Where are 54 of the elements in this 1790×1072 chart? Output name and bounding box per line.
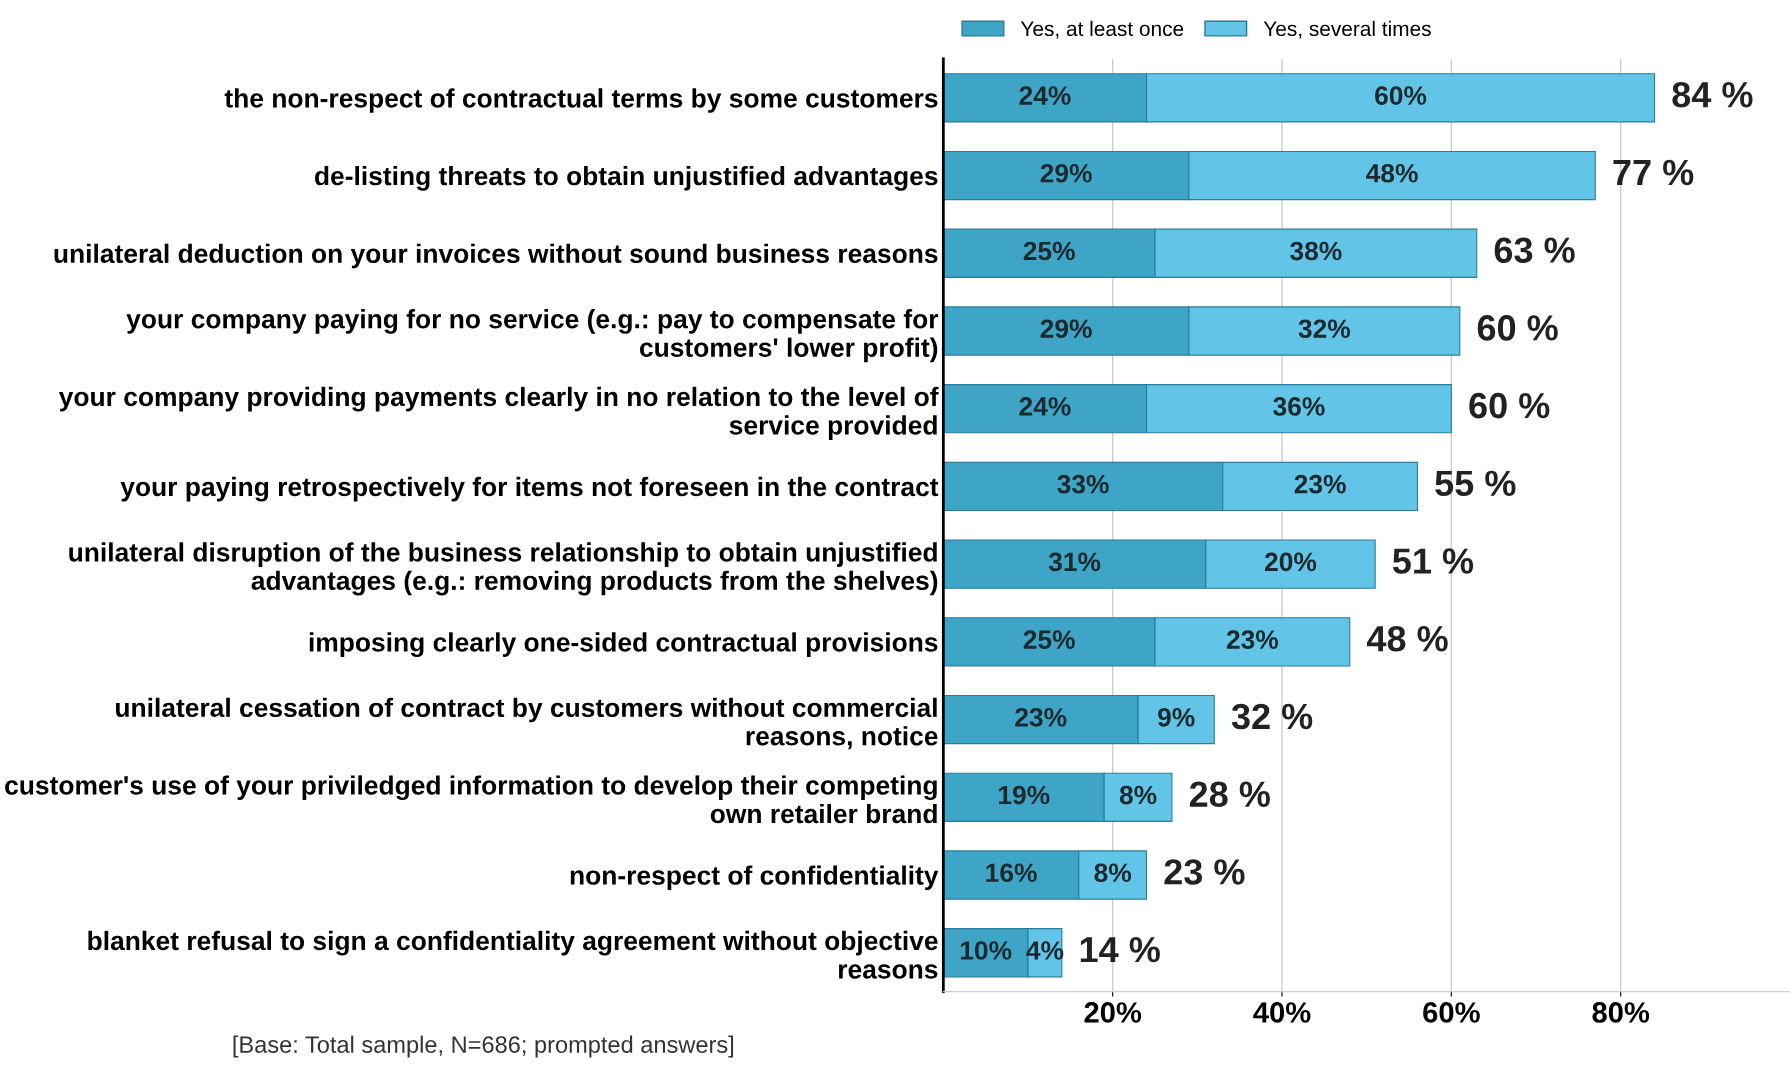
total-label: 63 % — [1494, 237, 1575, 263]
total-label: 55 % — [1435, 470, 1516, 497]
data-label: 25% — [1023, 241, 1075, 261]
y-tick-label: de-listing threats to obtain unjustified advantages — [315, 165, 938, 191]
y-tick-label: blanket refusal to sign a confidentiality agreement without objective reasons — [88, 930, 938, 979]
x-tick-label: 20% — [1084, 1002, 1142, 1023]
total-label: 60 % — [1469, 392, 1550, 419]
data-label: 23% — [1294, 474, 1346, 494]
y-tick-label: non-respect of confidentiality — [570, 865, 939, 891]
data-label: 23% — [1226, 630, 1279, 649]
data-label: 8% — [1094, 863, 1132, 883]
x-tick-label: 40% — [1253, 1002, 1311, 1023]
total-label: 48 % — [1366, 625, 1448, 652]
legend-label: Yes, at least once — [1020, 20, 1184, 39]
x-tick-label: 60% — [1423, 1002, 1480, 1023]
text: [Base: Total sample, N=686; prompted answers] — [233, 1035, 734, 1058]
y-tick-label: your company paying for no service (e.g.: pay to compensate for customers' lower profit) — [126, 309, 939, 363]
data-label: 24% — [1019, 86, 1071, 105]
total-label: 32 % — [1231, 703, 1313, 730]
data-label: 60% — [1375, 86, 1427, 105]
total-label: 77 % — [1613, 159, 1694, 186]
total-label: 14 % — [1080, 936, 1160, 963]
y-tick-label: unilateral disruption of the business relationship to obtain unjustified advantages (e.g.: removing products from the shelves) — [69, 542, 938, 596]
data-label: 48% — [1366, 163, 1418, 183]
total-label: 23 % — [1164, 859, 1245, 885]
total-label: 60 % — [1477, 315, 1558, 341]
data-label: 19% — [999, 785, 1050, 805]
y-tick-label: imposing clearly one-sided contractual provisions — [309, 632, 938, 658]
data-label: 32% — [1298, 319, 1351, 339]
data-label: 36% — [1273, 397, 1325, 416]
data-label: 10% — [960, 941, 1012, 960]
total-label: 51 % — [1392, 548, 1474, 574]
data-label: 38% — [1290, 241, 1342, 261]
y-tick-label: your company providing payments clearly in no relation to the level of service provided — [58, 386, 939, 440]
data-label: 9% — [1158, 707, 1195, 727]
x-tick-label: 80% — [1592, 1002, 1650, 1023]
total-label: 84 % — [1672, 81, 1753, 108]
data-label: 29% — [1040, 163, 1092, 183]
data-label: 33% — [1057, 474, 1109, 494]
legend-label: Yes, several times — [1263, 20, 1431, 39]
y-tick-label: the non-respect of contractual terms by some customers — [224, 88, 938, 113]
data-label: 31% — [1048, 552, 1101, 572]
data-label: 23% — [1015, 707, 1067, 727]
y-tick-label: your paying retrospectively for items not foreseen in the contract — [120, 476, 939, 502]
data-label: 16% — [986, 863, 1037, 883]
total-label: 28 % — [1189, 781, 1270, 807]
data-label: 29% — [1040, 319, 1092, 339]
data-label: 24% — [1019, 397, 1071, 416]
y-tick-label: unilateral cessation of contract by customers without commercial reasons, notice — [116, 697, 938, 750]
data-label: 20% — [1264, 552, 1317, 572]
y-tick-label: customer's use of your priviledged information to develop their competing own retailer brand — [5, 775, 937, 824]
y-tick-label: unilateral deduction on your invoices without sound business reasons — [54, 243, 938, 269]
data-label: 8% — [1119, 785, 1157, 805]
data-label: 25% — [1023, 630, 1075, 649]
